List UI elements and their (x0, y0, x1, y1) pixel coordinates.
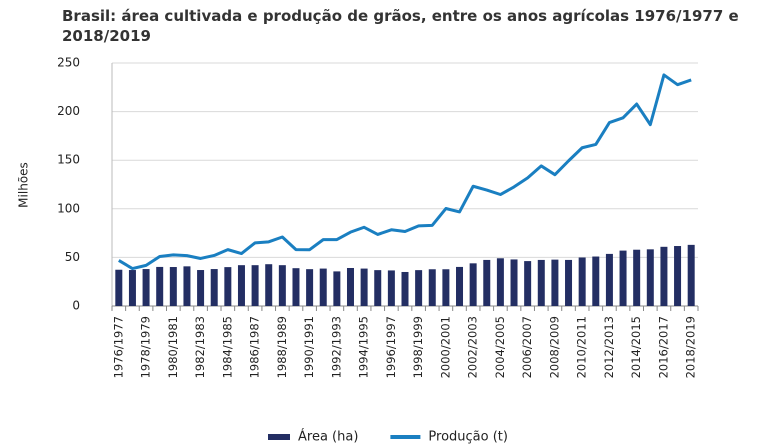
x-tick-label: 2004/2005 (493, 316, 507, 378)
bar (660, 246, 668, 306)
x-tick-label: 1990/1991 (302, 316, 316, 378)
x-tick-label: 2006/2007 (520, 316, 534, 378)
x-tick-label: 2010/2011 (575, 316, 589, 378)
x-tick-label: 2012/2013 (602, 316, 616, 378)
x-tick-label: 1998/1999 (411, 316, 425, 378)
y-tick-label: 50 (65, 250, 80, 264)
bar (169, 267, 177, 306)
x-tick-label: 1986/1987 (248, 316, 262, 378)
bar (128, 270, 136, 306)
bar (142, 269, 150, 306)
y-tick-label: 250 (57, 56, 80, 70)
bar (551, 259, 559, 306)
bar (565, 259, 573, 306)
x-tick-label: 1984/1985 (220, 316, 234, 378)
bar (156, 266, 164, 306)
y-tick-label: 200 (57, 104, 80, 118)
bar (456, 266, 464, 306)
bar (646, 249, 654, 306)
bar (237, 265, 245, 306)
bar (278, 265, 286, 306)
bar (360, 268, 368, 306)
y-tick-label: 0 (72, 299, 80, 313)
x-tick-label: 1988/1989 (275, 316, 289, 378)
bar (251, 265, 259, 306)
bar (415, 270, 423, 306)
bar (469, 263, 477, 306)
bar (674, 246, 682, 306)
x-tick-label: 2008/2009 (547, 316, 561, 378)
chart-title: Brasil: área cultivada e produção de grã… (62, 7, 739, 45)
bar (496, 258, 504, 306)
bar (578, 257, 586, 306)
legend-label: Produção (t) (428, 430, 508, 445)
bar (592, 256, 600, 306)
x-tick-label: 1976/1977 (111, 316, 125, 378)
bar (619, 250, 627, 306)
x-tick-label: 2018/2019 (684, 316, 698, 378)
bar (442, 269, 450, 306)
x-tick-label: 1978/1979 (139, 316, 153, 378)
y-tick-label: 100 (57, 201, 80, 215)
legend-label: Área (ha) (298, 429, 358, 445)
bar (687, 244, 695, 306)
bar (292, 268, 300, 306)
bar (183, 266, 191, 306)
bar (524, 261, 532, 306)
bar (333, 271, 341, 306)
bar (387, 270, 395, 306)
x-tick-label: 2002/2003 (466, 316, 480, 378)
bar (306, 269, 314, 306)
x-tick-label: 1980/1981 (166, 316, 180, 378)
bar (374, 270, 382, 306)
bar (197, 270, 205, 306)
bar (633, 249, 641, 306)
y-tick-label: 150 (57, 153, 80, 167)
bar (510, 259, 518, 306)
x-tick-label: 1994/1995 (357, 316, 371, 378)
bar (483, 259, 491, 306)
x-tick-label: 2016/2017 (656, 316, 670, 378)
bar (401, 271, 409, 306)
bar (265, 264, 273, 306)
bar (537, 259, 545, 306)
bar (428, 269, 436, 306)
bar (319, 268, 327, 306)
bar (115, 269, 123, 306)
bar (210, 269, 218, 306)
x-tick-label: 1982/1983 (193, 316, 207, 378)
x-tick-label: 2000/2001 (438, 316, 452, 378)
bar (224, 267, 232, 306)
legend-swatch (268, 434, 290, 440)
x-tick-label: 2014/2015 (629, 316, 643, 378)
line (118, 73, 692, 271)
bar (346, 267, 354, 306)
y-axis-label: Milhões (17, 162, 31, 208)
bar (605, 253, 613, 306)
x-tick-label: 1996/1997 (384, 316, 398, 378)
x-tick-label: 1992/1993 (329, 316, 343, 378)
